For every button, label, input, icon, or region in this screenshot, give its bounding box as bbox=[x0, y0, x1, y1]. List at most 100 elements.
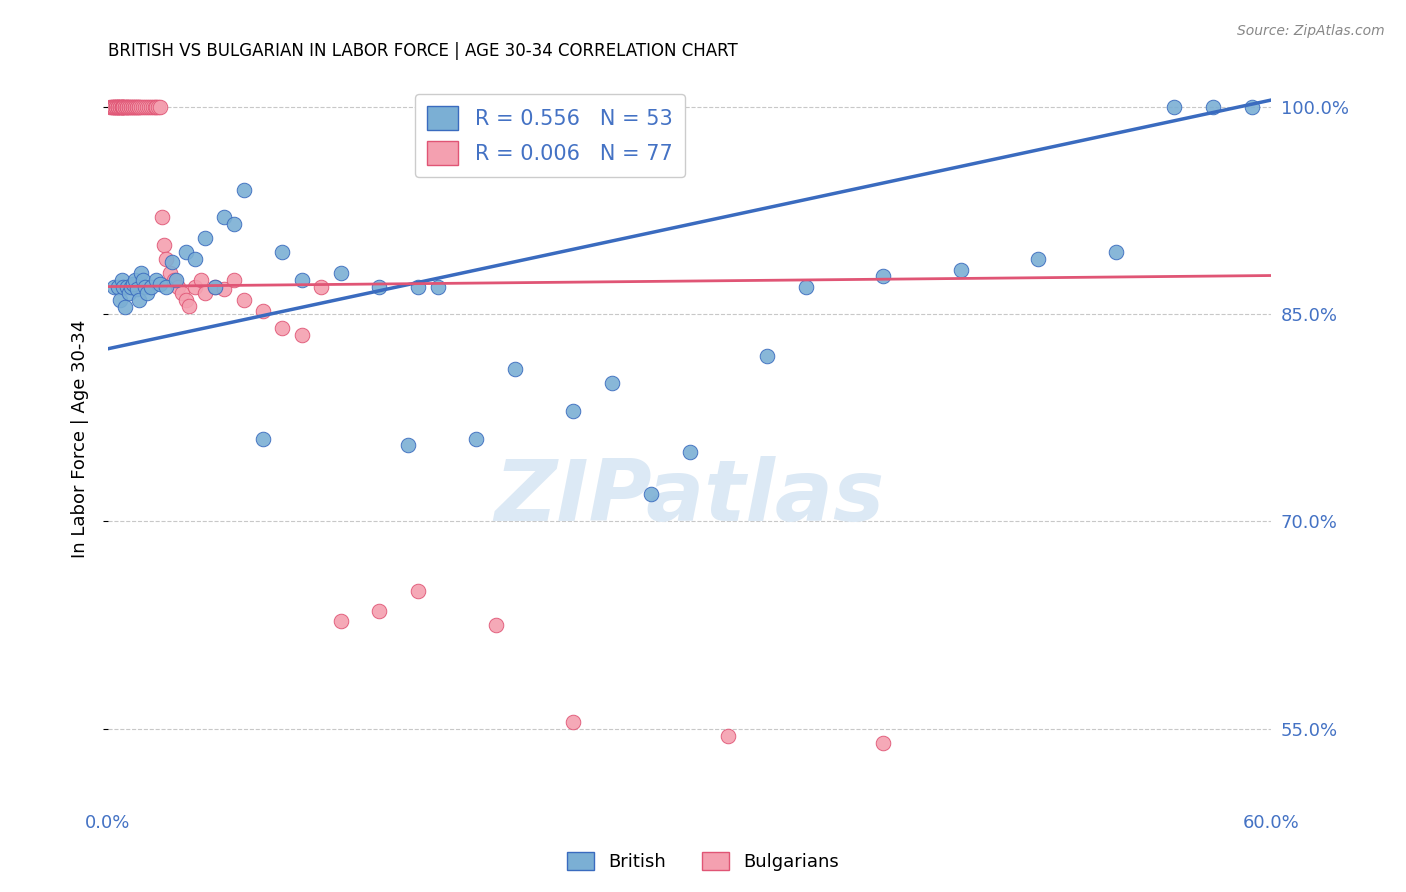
Point bbox=[756, 349, 779, 363]
Point bbox=[174, 245, 197, 260]
Point bbox=[118, 100, 141, 114]
Point bbox=[117, 279, 139, 293]
Point bbox=[562, 404, 585, 418]
Point bbox=[104, 100, 127, 114]
Point bbox=[120, 279, 142, 293]
Point bbox=[110, 100, 132, 114]
Point bbox=[134, 279, 156, 293]
Point bbox=[145, 273, 167, 287]
Point bbox=[125, 100, 148, 114]
Point bbox=[174, 293, 197, 308]
Point bbox=[120, 100, 142, 114]
Point bbox=[163, 273, 186, 287]
Point bbox=[222, 218, 245, 232]
Point bbox=[135, 286, 157, 301]
Point bbox=[128, 100, 150, 114]
Text: ZIPatlas: ZIPatlas bbox=[495, 456, 884, 539]
Point bbox=[112, 100, 135, 114]
Point bbox=[232, 183, 254, 197]
Point bbox=[108, 100, 131, 114]
Point bbox=[107, 279, 129, 293]
Point bbox=[406, 583, 429, 598]
Point bbox=[329, 614, 352, 628]
Point bbox=[122, 100, 145, 114]
Point bbox=[114, 100, 136, 114]
Point bbox=[150, 211, 173, 225]
Point bbox=[1028, 252, 1050, 266]
Point bbox=[329, 266, 352, 280]
Point bbox=[120, 100, 142, 114]
Point bbox=[117, 100, 139, 114]
Point bbox=[155, 279, 177, 293]
Point bbox=[398, 438, 420, 452]
Point bbox=[128, 100, 150, 114]
Point bbox=[204, 279, 226, 293]
Point bbox=[110, 273, 132, 287]
Point bbox=[1163, 100, 1185, 114]
Point bbox=[1202, 100, 1225, 114]
Point bbox=[149, 277, 172, 291]
Point bbox=[640, 487, 662, 501]
Point bbox=[122, 277, 145, 291]
Point bbox=[155, 252, 177, 266]
Text: BRITISH VS BULGARIAN IN LABOR FORCE | AGE 30-34 CORRELATION CHART: BRITISH VS BULGARIAN IN LABOR FORCE | AG… bbox=[108, 42, 738, 60]
Point bbox=[179, 299, 201, 313]
Point bbox=[112, 100, 135, 114]
Point bbox=[222, 273, 245, 287]
Point bbox=[104, 100, 127, 114]
Point bbox=[134, 100, 156, 114]
Point bbox=[145, 100, 167, 114]
Point bbox=[107, 100, 129, 114]
Point bbox=[194, 286, 217, 301]
Point bbox=[110, 100, 132, 114]
Point bbox=[129, 266, 152, 280]
Point bbox=[101, 100, 124, 114]
Point bbox=[124, 100, 146, 114]
Point bbox=[101, 100, 124, 114]
Point bbox=[107, 100, 129, 114]
Point bbox=[103, 100, 125, 114]
Point bbox=[103, 279, 125, 293]
Point bbox=[143, 100, 166, 114]
Point bbox=[794, 279, 817, 293]
Point bbox=[214, 282, 236, 296]
Point bbox=[112, 279, 135, 293]
Legend: British, Bulgarians: British, Bulgarians bbox=[560, 845, 846, 879]
Point bbox=[125, 282, 148, 296]
Point bbox=[117, 100, 139, 114]
Point bbox=[170, 286, 193, 301]
Point bbox=[108, 293, 131, 308]
Point bbox=[139, 279, 162, 293]
Point bbox=[112, 100, 135, 114]
Point bbox=[194, 231, 217, 245]
Point bbox=[872, 735, 894, 749]
Point bbox=[1240, 100, 1263, 114]
Point bbox=[103, 100, 125, 114]
Point bbox=[118, 286, 141, 301]
Point bbox=[118, 100, 141, 114]
Point bbox=[160, 254, 183, 268]
Point bbox=[184, 252, 207, 266]
Text: Source: ZipAtlas.com: Source: ZipAtlas.com bbox=[1237, 24, 1385, 38]
Point bbox=[271, 245, 294, 260]
Point bbox=[124, 273, 146, 287]
Point bbox=[166, 279, 188, 293]
Point bbox=[485, 618, 508, 632]
Point bbox=[406, 279, 429, 293]
Point bbox=[1105, 245, 1128, 260]
Point bbox=[368, 279, 391, 293]
Point bbox=[291, 273, 314, 287]
Point bbox=[128, 293, 150, 308]
Point bbox=[138, 100, 160, 114]
Point bbox=[184, 279, 207, 293]
Point bbox=[98, 100, 121, 114]
Point bbox=[132, 100, 155, 114]
Point bbox=[114, 100, 136, 114]
Point bbox=[110, 100, 132, 114]
Point bbox=[104, 100, 127, 114]
Point bbox=[190, 273, 212, 287]
Point bbox=[271, 321, 294, 335]
Point bbox=[103, 100, 125, 114]
Point bbox=[124, 100, 146, 114]
Point bbox=[426, 279, 449, 293]
